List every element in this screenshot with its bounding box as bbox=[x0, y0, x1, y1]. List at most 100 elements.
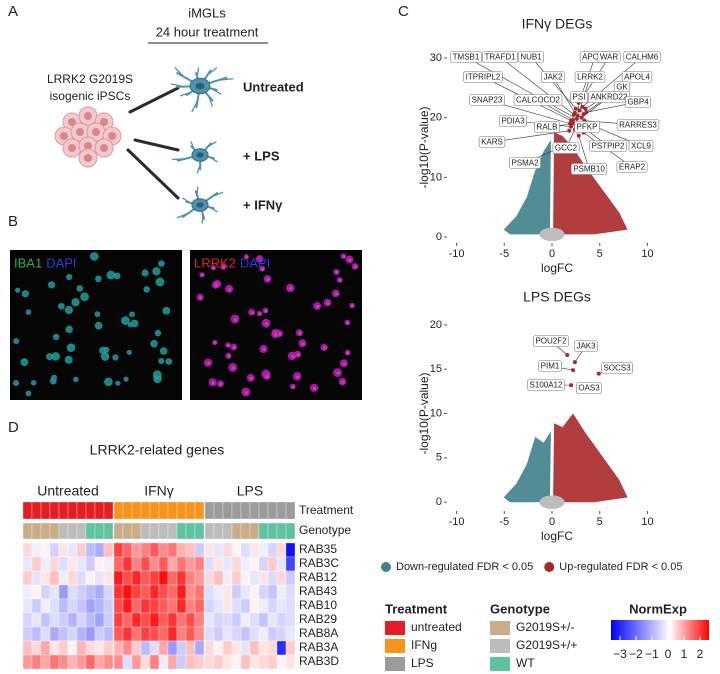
stain-label: DAPI bbox=[46, 255, 76, 270]
heatmap-cell bbox=[222, 598, 233, 614]
treatment-cell bbox=[113, 501, 124, 520]
heatmap-cell bbox=[240, 556, 251, 572]
genotype-cell bbox=[213, 522, 224, 540]
gene-name: RAB43 bbox=[299, 584, 337, 598]
genotype-cell bbox=[94, 522, 105, 540]
annotation-label: Treatment bbox=[299, 503, 354, 517]
heatmap-cell bbox=[213, 654, 224, 670]
treatment-cell bbox=[231, 501, 242, 520]
nucleus-stain bbox=[323, 346, 327, 350]
genotype-cell bbox=[40, 522, 51, 540]
heatmap-cell bbox=[185, 584, 196, 600]
heatmap-cell bbox=[149, 542, 160, 558]
ns-cloud bbox=[539, 495, 565, 510]
heatmap-cell bbox=[122, 556, 133, 572]
gene-label: TRAFD1 bbox=[484, 53, 516, 62]
heatmap-cell bbox=[67, 556, 78, 572]
nucleus-stain bbox=[105, 348, 109, 352]
nucleus-stain bbox=[312, 386, 317, 390]
colorbar-tick-label: −1 bbox=[645, 647, 659, 661]
heatmap-cell bbox=[276, 598, 287, 614]
heatmap-cell bbox=[222, 556, 233, 572]
gene-label-box bbox=[621, 71, 653, 83]
heatmap-cell bbox=[22, 584, 33, 600]
nucleus-stain bbox=[96, 313, 100, 317]
gene-label: RARRES3 bbox=[619, 121, 657, 130]
y-tick-label: 20 bbox=[430, 112, 442, 124]
genotype-cell bbox=[222, 522, 233, 540]
heatmap-cell bbox=[76, 626, 87, 642]
nucleus-stain bbox=[264, 322, 269, 326]
genotype-cell bbox=[49, 522, 60, 540]
genotype-cell bbox=[103, 522, 114, 540]
gene-label-box bbox=[628, 140, 654, 152]
gene-label-box bbox=[533, 335, 569, 347]
treatment-cell bbox=[85, 501, 96, 520]
micrograph bbox=[190, 250, 362, 400]
group-label: LPS bbox=[237, 483, 263, 499]
nucleus-stain bbox=[264, 309, 268, 313]
heatmap-cell bbox=[140, 612, 151, 628]
ipsc-nucleus bbox=[84, 112, 92, 120]
gene-label-box bbox=[534, 121, 560, 133]
heatmap-cell bbox=[67, 598, 78, 614]
heatmap-cell bbox=[40, 598, 51, 614]
colorbar-tick-label: 0 bbox=[665, 647, 672, 661]
heatmap-cell bbox=[140, 584, 151, 600]
heatmap-cell bbox=[122, 626, 133, 642]
gene-label: ERAP2 bbox=[619, 163, 646, 172]
heatmap-cell bbox=[222, 640, 233, 656]
heatmap-cell bbox=[85, 556, 96, 572]
nucleus-stain bbox=[24, 292, 28, 296]
nucleus-stain bbox=[213, 341, 217, 345]
heatmap-cell bbox=[40, 626, 51, 642]
nucleus-stain bbox=[27, 392, 31, 396]
heatmap-cell bbox=[67, 626, 78, 642]
legend-swatch bbox=[490, 657, 510, 671]
heatmap-cell bbox=[67, 542, 78, 558]
heatmap-cell bbox=[85, 542, 96, 558]
nucleus-stain bbox=[109, 273, 113, 278]
heatmap-cell bbox=[222, 654, 233, 670]
ns-cloud bbox=[539, 227, 565, 242]
legend-label: G2019S+/+ bbox=[516, 638, 577, 652]
nucleus-stain bbox=[144, 271, 148, 276]
heatmap-cell bbox=[31, 654, 42, 670]
gene-point bbox=[577, 108, 582, 113]
legend-label: Down-regulated FDR < 0.05 bbox=[396, 561, 533, 573]
heatmap-cell bbox=[158, 626, 169, 642]
genotype-cell bbox=[267, 522, 278, 540]
colorbar-tick-label: 1 bbox=[681, 647, 688, 661]
gene-label: JAK2 bbox=[543, 73, 563, 82]
treatment-cell bbox=[49, 501, 60, 520]
nucleus-stain bbox=[32, 381, 36, 385]
heatmap-cell bbox=[31, 542, 42, 558]
nucleus-stain bbox=[232, 345, 236, 350]
treatment-cell bbox=[158, 501, 169, 520]
heatmap-cell bbox=[85, 654, 96, 670]
gene-label-box bbox=[625, 96, 651, 108]
heatmap-cell bbox=[40, 640, 51, 656]
heatmap-cell bbox=[122, 570, 133, 586]
nucleus-stain bbox=[167, 360, 171, 364]
heatmap-cell bbox=[194, 626, 205, 642]
treatment-cell bbox=[94, 501, 105, 520]
nucleus-stain bbox=[14, 381, 19, 386]
heatmap-cell bbox=[285, 542, 296, 558]
heatmap-cell bbox=[231, 584, 242, 600]
genotype-cell bbox=[240, 522, 251, 540]
gene-label: ITPRIPL2 bbox=[466, 73, 501, 82]
legend-marker bbox=[381, 562, 391, 572]
gene-point bbox=[573, 106, 578, 111]
heatmap-cell bbox=[194, 570, 205, 586]
gene-label: S100A12 bbox=[530, 381, 563, 390]
legend-swatch bbox=[490, 621, 510, 635]
y-tick-label: 10 bbox=[430, 171, 442, 183]
x-tick-label: 10 bbox=[641, 248, 653, 260]
heatmap-cell bbox=[58, 570, 69, 586]
heatmap-cell bbox=[176, 626, 187, 642]
heatmap-cell bbox=[40, 542, 51, 558]
heatmap-cell bbox=[58, 640, 69, 656]
gene-label: RALB bbox=[537, 123, 558, 132]
x-tick-label: 5 bbox=[597, 516, 603, 528]
